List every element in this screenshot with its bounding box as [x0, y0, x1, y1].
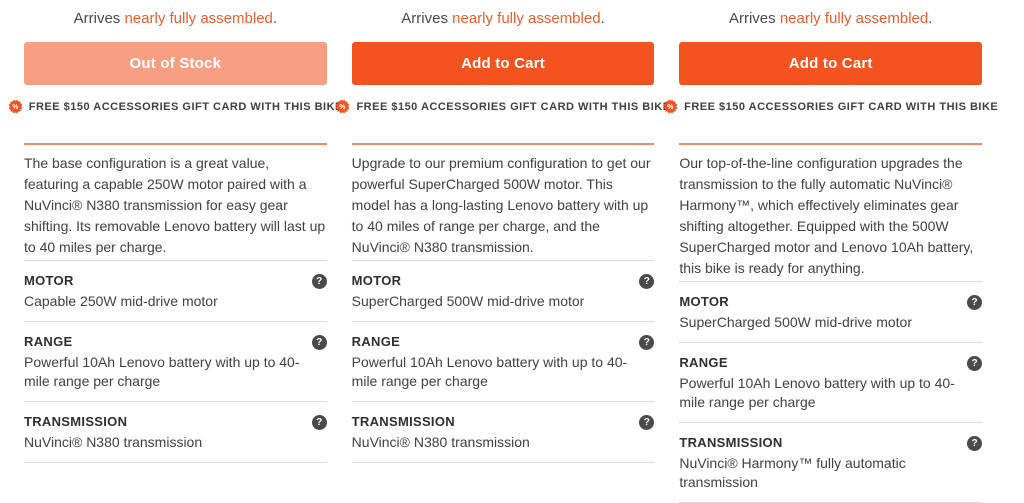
spec-main: TRANSMISSION NuVinci® N380 transmission: [24, 414, 302, 462]
spec-list: MOTOR SuperCharged 500W mid-drive motor …: [351, 261, 655, 463]
arrives-text: Arrives nearly fully assembled.: [679, 10, 982, 27]
spec-main: MOTOR SuperCharged 500W mid-drive motor: [352, 273, 630, 321]
arrives-text-prefix: Arrives: [401, 10, 453, 27]
product-column-ultimate: Arrives nearly fully assembled. Add to C…: [663, 0, 998, 503]
spec-label: TRANSMISSION: [351, 414, 455, 429]
product-description: Upgrade to our premium configuration to …: [351, 153, 655, 261]
add-to-cart-button[interactable]: Add to Cart: [679, 42, 983, 85]
gift-card-badge: % FREE $150 ACCESSORIES GIFT CARD WITH T…: [336, 99, 670, 114]
gift-card-badge: % FREE $150 ACCESSORIES GIFT CARD WITH T…: [8, 99, 342, 114]
orange-divider: [24, 143, 327, 145]
help-icon[interactable]: ?: [967, 356, 983, 371]
gift-card-text: FREE $150 ACCESSORIES GIFT CARD WITH THI…: [684, 100, 999, 113]
orange-divider: [679, 143, 983, 145]
spec-main: MOTOR Capable 250W mid-drive motor: [24, 273, 302, 321]
spec-row-range: RANGE Powerful 10Ah Lenovo battery with …: [24, 322, 327, 402]
svg-text:%: %: [340, 104, 346, 111]
gift-card-badge: % FREE $150 ACCESSORIES GIFT CARD WITH T…: [663, 99, 998, 114]
percent-badge-icon: %: [663, 99, 678, 114]
spec-main: RANGE Powerful 10Ah Lenovo battery with …: [352, 334, 630, 401]
product-description: The base configuration is a great value,…: [24, 153, 327, 261]
arrives-text-suffix: .: [928, 10, 933, 27]
spec-value: SuperCharged 500W mid-drive motor: [679, 314, 912, 330]
percent-badge-icon: %: [8, 99, 23, 114]
spec-label: TRANSMISSION: [24, 414, 128, 429]
spec-main: RANGE Powerful 10Ah Lenovo battery with …: [679, 355, 957, 422]
spec-value: Capable 250W mid-drive motor: [24, 293, 218, 309]
svg-text:%: %: [12, 104, 18, 111]
help-icon[interactable]: ?: [639, 415, 655, 430]
spec-label: MOTOR: [24, 273, 74, 288]
spec-value: SuperCharged 500W mid-drive motor: [351, 293, 585, 309]
spec-value: Powerful 10Ah Lenovo battery with up to …: [679, 375, 955, 410]
spec-main: TRANSMISSION NuVinci® N380 transmission: [352, 414, 630, 462]
product-column-premium: Arrives nearly fully assembled. Add to C…: [336, 0, 670, 503]
help-icon[interactable]: ?: [967, 436, 983, 451]
spec-main: TRANSMISSION NuVinci® Harmony™ fully aut…: [679, 435, 957, 502]
help-icon[interactable]: ?: [311, 335, 327, 350]
spec-main: RANGE Powerful 10Ah Lenovo battery with …: [24, 334, 302, 401]
help-icon[interactable]: ?: [639, 274, 655, 289]
spec-value: NuVinci® N380 transmission: [351, 434, 530, 450]
arrives-text: Arrives nearly fully assembled.: [24, 10, 327, 27]
orange-divider: [351, 143, 655, 145]
arrives-text-highlight: nearly fully assembled: [124, 10, 273, 27]
spec-label: MOTOR: [679, 294, 729, 309]
spec-row-transmission: TRANSMISSION NuVinci® N380 transmission …: [24, 402, 327, 463]
arrives-text-prefix: Arrives: [728, 10, 780, 27]
spec-value: NuVinci® Harmony™ fully automatic transm…: [679, 455, 906, 490]
arrives-text-highlight: nearly fully assembled: [452, 10, 601, 27]
spec-label: MOTOR: [351, 273, 402, 288]
spec-label: RANGE: [679, 355, 728, 370]
spec-row-motor: MOTOR SuperCharged 500W mid-drive motor …: [679, 282, 983, 343]
spec-row-range: RANGE Powerful 10Ah Lenovo battery with …: [351, 322, 655, 402]
spec-label: TRANSMISSION: [679, 435, 783, 450]
product-column-base: Arrives nearly fully assembled. Out of S…: [8, 0, 342, 503]
svg-text:%: %: [667, 104, 673, 111]
gift-card-text: FREE $150 ACCESSORIES GIFT CARD WITH THI…: [28, 100, 343, 113]
spec-list: MOTOR Capable 250W mid-drive motor ? RAN…: [24, 261, 327, 463]
arrives-text-prefix: Arrives: [73, 10, 125, 27]
help-icon[interactable]: ?: [967, 295, 983, 310]
help-icon[interactable]: ?: [639, 335, 655, 350]
out-of-stock-button: Out of Stock: [24, 42, 327, 85]
gift-card-text: FREE $150 ACCESSORIES GIFT CARD WITH THI…: [356, 100, 671, 113]
spec-value: NuVinci® N380 transmission: [24, 434, 203, 450]
spec-label: RANGE: [351, 334, 401, 349]
add-to-cart-button[interactable]: Add to Cart: [351, 42, 655, 85]
arrives-text-highlight: nearly fully assembled: [779, 10, 929, 27]
spec-value: Powerful 10Ah Lenovo battery with up to …: [24, 354, 300, 389]
help-icon[interactable]: ?: [311, 415, 327, 430]
spec-list: MOTOR SuperCharged 500W mid-drive motor …: [679, 282, 983, 503]
spec-row-transmission: TRANSMISSION NuVinci® Harmony™ fully aut…: [679, 423, 983, 503]
spec-row-motor: MOTOR SuperCharged 500W mid-drive motor …: [351, 261, 655, 322]
percent-badge-icon: %: [336, 99, 350, 114]
product-description: Our top-of-the-line configuration upgrad…: [679, 153, 983, 282]
arrives-text-suffix: .: [600, 10, 605, 27]
spec-value: Powerful 10Ah Lenovo battery with up to …: [351, 354, 628, 389]
spec-label: RANGE: [24, 334, 73, 349]
arrives-text-suffix: .: [272, 10, 278, 27]
spec-row-range: RANGE Powerful 10Ah Lenovo battery with …: [679, 343, 983, 423]
spec-row-transmission: TRANSMISSION NuVinci® N380 transmission …: [351, 402, 655, 463]
spec-row-motor: MOTOR Capable 250W mid-drive motor ?: [24, 261, 327, 322]
spec-main: MOTOR SuperCharged 500W mid-drive motor: [679, 294, 957, 342]
help-icon[interactable]: ?: [311, 274, 327, 289]
arrives-text: Arrives nearly fully assembled.: [352, 10, 655, 27]
